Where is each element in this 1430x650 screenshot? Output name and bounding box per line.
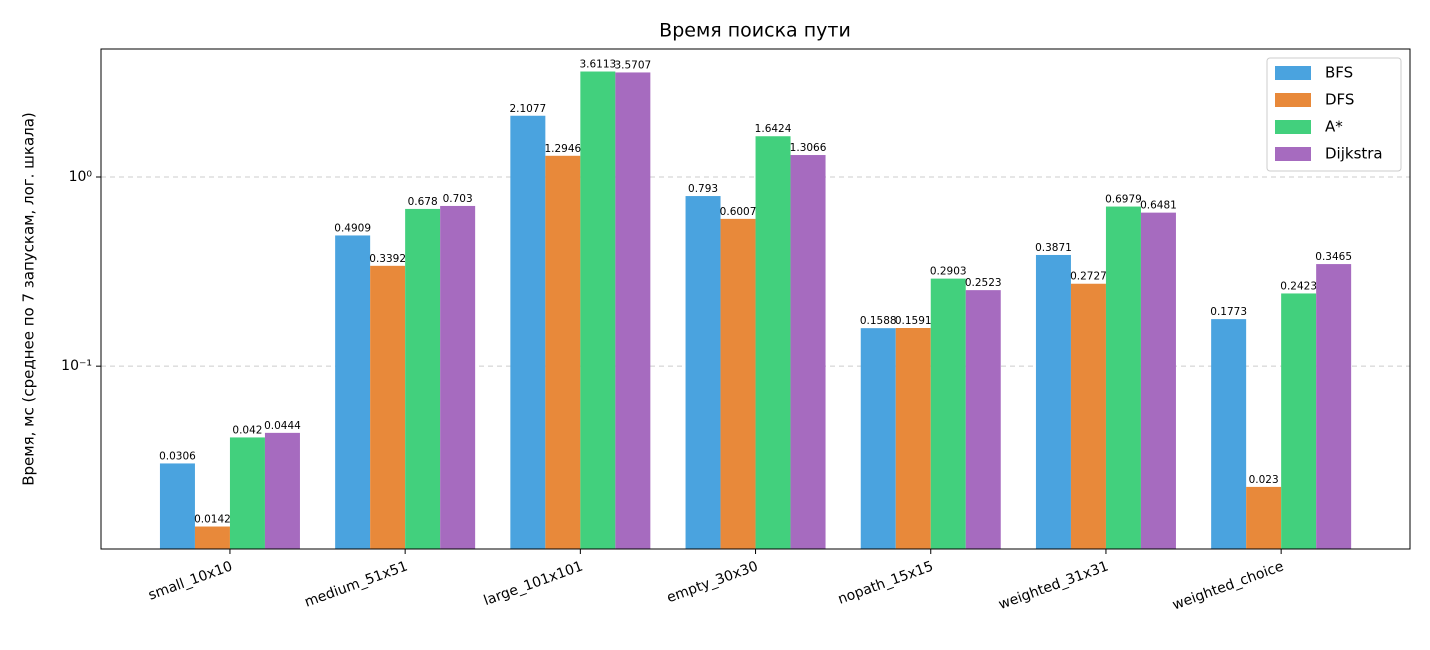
y-axis-label: Время, мс (среднее по 7 запускам, лог. ш… bbox=[20, 112, 38, 486]
legend-label: DFS bbox=[1325, 91, 1354, 109]
bar bbox=[1246, 486, 1282, 549]
bar bbox=[685, 196, 721, 549]
bar bbox=[194, 526, 230, 549]
bar bbox=[545, 155, 581, 549]
value-label: 0.0444 bbox=[264, 420, 301, 432]
bar bbox=[1140, 212, 1176, 549]
legend-swatch bbox=[1275, 66, 1311, 80]
value-label: 0.0142 bbox=[194, 514, 231, 526]
value-label: 2.1077 bbox=[509, 103, 546, 115]
value-label: 1.6424 bbox=[755, 123, 792, 135]
value-label: 0.1773 bbox=[1210, 306, 1247, 318]
bar bbox=[720, 218, 756, 549]
bar bbox=[1105, 206, 1141, 549]
bar bbox=[965, 290, 1001, 549]
legend-swatch bbox=[1275, 147, 1311, 161]
x-tick-label: nopath_15x15 bbox=[836, 558, 936, 607]
value-label: 0.6979 bbox=[1105, 194, 1142, 206]
value-label: 0.678 bbox=[408, 196, 438, 208]
bar bbox=[790, 155, 826, 549]
bar bbox=[1070, 283, 1106, 549]
bar bbox=[1316, 264, 1352, 549]
bar bbox=[370, 265, 406, 549]
value-label: 0.703 bbox=[443, 193, 473, 205]
value-label: 0.2523 bbox=[965, 277, 1002, 289]
bar bbox=[1281, 293, 1317, 549]
bar bbox=[405, 208, 441, 549]
bar bbox=[580, 71, 616, 549]
legend-label: BFS bbox=[1325, 64, 1353, 82]
bar bbox=[930, 278, 966, 549]
bar bbox=[755, 136, 791, 549]
value-label: 0.2903 bbox=[930, 266, 967, 278]
chart-title: Время поиска пути bbox=[659, 20, 851, 42]
value-label: 0.793 bbox=[688, 183, 718, 195]
value-label: 0.023 bbox=[1249, 474, 1279, 486]
value-label: 0.0306 bbox=[159, 450, 196, 462]
y-tick-label: 10⁻¹ bbox=[61, 358, 92, 374]
bar bbox=[264, 432, 300, 549]
value-label: 0.6007 bbox=[720, 206, 757, 218]
value-label: 0.4909 bbox=[334, 222, 371, 234]
value-label: 0.2727 bbox=[1070, 271, 1107, 283]
value-label: 0.3871 bbox=[1035, 242, 1072, 254]
x-tick-label: medium_51x51 bbox=[302, 558, 409, 610]
bar bbox=[510, 115, 546, 550]
bar bbox=[1035, 254, 1071, 550]
bar bbox=[440, 205, 476, 549]
bar bbox=[615, 72, 651, 550]
value-label: 3.6113 bbox=[579, 59, 616, 71]
value-label: 0.6481 bbox=[1140, 200, 1177, 212]
x-tick-label: empty_30x30 bbox=[665, 558, 761, 606]
value-label: 1.2946 bbox=[544, 143, 581, 155]
legend-box bbox=[1266, 57, 1402, 172]
x-tick-label: weighted_31x31 bbox=[997, 558, 1111, 613]
bar bbox=[895, 328, 931, 549]
value-label: 0.1588 bbox=[860, 315, 897, 327]
value-label: 0.2423 bbox=[1280, 280, 1317, 292]
legend-swatch bbox=[1275, 120, 1311, 134]
value-label: 0.3392 bbox=[369, 253, 406, 265]
x-tick-label: weighted_choice bbox=[1170, 558, 1285, 613]
plot-frame bbox=[100, 48, 1411, 550]
value-label: 0.042 bbox=[232, 424, 262, 436]
x-tick-label: small_10x10 bbox=[146, 558, 234, 603]
bar bbox=[1211, 319, 1247, 549]
y-tick-label: 10⁰ bbox=[69, 169, 93, 185]
legend-swatch bbox=[1275, 93, 1311, 107]
value-label: 0.1591 bbox=[895, 315, 932, 327]
value-label: 1.3066 bbox=[790, 142, 827, 154]
x-tick-label: large_101x101 bbox=[482, 558, 585, 609]
bar bbox=[229, 437, 265, 549]
bar bbox=[860, 328, 896, 549]
bar bbox=[159, 463, 195, 549]
legend-label: Dijkstra bbox=[1325, 145, 1383, 163]
legend-label: A* bbox=[1325, 118, 1343, 136]
value-label: 0.3465 bbox=[1315, 251, 1352, 263]
value-label: 3.5707 bbox=[614, 59, 651, 71]
bar bbox=[335, 235, 371, 549]
